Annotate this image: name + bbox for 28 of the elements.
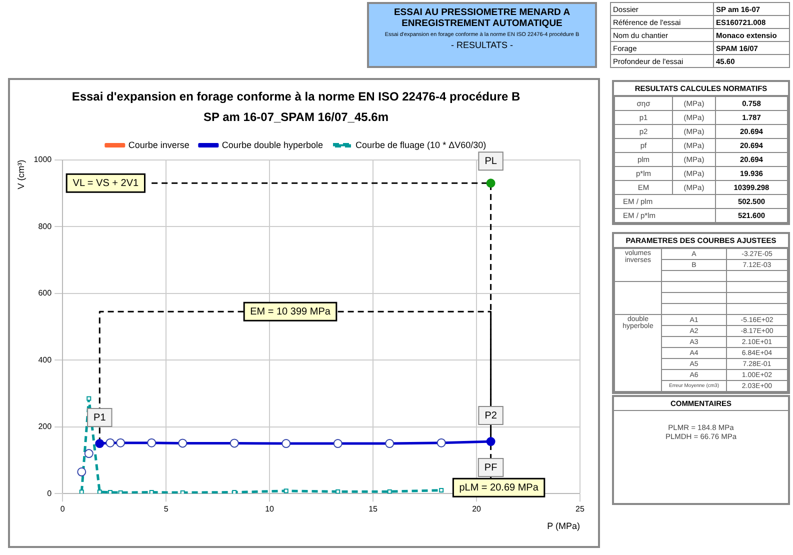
chart-subtitle: SP am 16-07_SPAM 16/07_45.6m bbox=[203, 110, 389, 124]
y-tick-label: 400 bbox=[38, 355, 52, 364]
annotation: P1 bbox=[94, 412, 106, 424]
x-tick-label: 0 bbox=[60, 504, 66, 514]
y-tick-label: 1000 bbox=[34, 155, 52, 164]
y-tick-label: 600 bbox=[38, 288, 52, 298]
y-axis-title: V (cm³) bbox=[16, 160, 26, 190]
legend-label: Courbe double hyperbole bbox=[222, 140, 324, 150]
x-axis-title: P (MPa) bbox=[547, 521, 580, 532]
annotation: pLM = 20.69 MPa bbox=[459, 482, 539, 494]
text: ESSAI AU PRESSIOMETRE MENARD A ENREGISTREMENT AUTOMATIQUE bbox=[392, 7, 572, 29]
legend-label: Courbe inverse bbox=[128, 140, 190, 150]
annotation: VL = VS + 2V1 bbox=[72, 178, 139, 189]
y-tick-label: 200 bbox=[38, 422, 52, 432]
text: - RESULTATS - bbox=[450, 40, 514, 50]
legend-label: Courbe de fluage (10 * ΔV60/30) bbox=[356, 140, 486, 150]
y-tick-label: 800 bbox=[38, 222, 52, 231]
annotation: PF bbox=[484, 462, 498, 474]
x-tick-label: 5 bbox=[164, 504, 169, 514]
annotation: P2 bbox=[484, 410, 498, 422]
annotation: PL bbox=[484, 156, 498, 167]
x-tick-label: 10 bbox=[265, 504, 275, 514]
x-tick-label: 25 bbox=[576, 504, 585, 514]
chart-title: Essai d'expansion en forage conforme à la norme EN ISO 22476-4 procédure B bbox=[72, 90, 520, 104]
y-tick-label: 0 bbox=[47, 488, 52, 498]
x-tick-label: 20 bbox=[472, 504, 482, 514]
annotation: EM = 10 399 MPa bbox=[250, 306, 331, 318]
x-tick-label: 15 bbox=[368, 504, 378, 514]
